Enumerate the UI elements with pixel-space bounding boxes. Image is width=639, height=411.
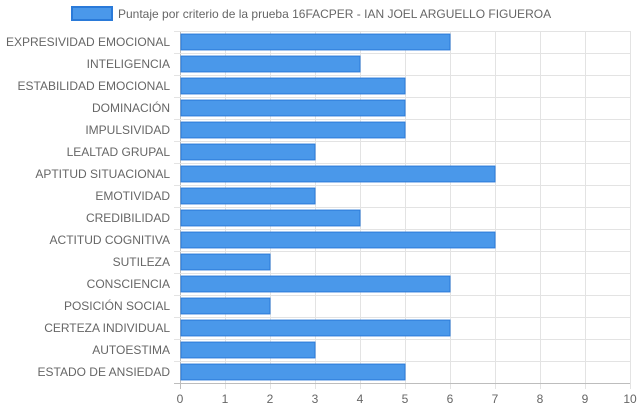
y-tick-label-8: CREDIBILIDAD — [86, 211, 170, 225]
y-tick-label-7: EMOTIVIDAD — [95, 189, 170, 203]
y-tick-label-15: ESTADO DE ANSIEDAD — [38, 365, 171, 379]
bar-7[interactable] — [180, 187, 316, 205]
bar-2[interactable] — [180, 77, 406, 95]
bar-14[interactable] — [180, 341, 316, 359]
bar-0[interactable] — [180, 33, 451, 51]
x-tick-label-7: 7 — [492, 392, 499, 406]
x-axis-labels: 0 1 2 3 4 5 6 7 8 9 10 — [177, 392, 637, 406]
legend[interactable]: Puntaje por criterio de la prueba 16FACP… — [71, 6, 551, 21]
bar-11[interactable] — [180, 275, 451, 293]
y-tick-label-1: INTELIGENCIA — [87, 57, 170, 71]
bar-10[interactable] — [180, 253, 271, 271]
bar-5[interactable] — [180, 143, 316, 161]
bar-12[interactable] — [180, 297, 271, 315]
x-tick-label-9: 9 — [582, 392, 589, 406]
bar-4[interactable] — [180, 121, 406, 139]
x-tick-label-0: 0 — [177, 392, 184, 406]
x-tick-label-6: 6 — [447, 392, 454, 406]
x-tick-label-8: 8 — [537, 392, 544, 406]
y-tick-label-0: EXPRESIVIDAD EMOCIONAL — [6, 35, 170, 49]
x-tick-label-1: 1 — [222, 392, 229, 406]
y-tick-label-13: CERTEZA INDIVIDUAL — [44, 321, 170, 335]
y-tick-label-14: AUTOESTIMA — [92, 343, 170, 357]
y-tick-label-5: LEALTAD GRUPAL — [67, 145, 171, 159]
x-tick-label-5: 5 — [402, 392, 409, 406]
bar-3[interactable] — [180, 99, 406, 117]
bars — [180, 33, 496, 381]
y-tick-label-3: DOMINACIÓN — [92, 100, 170, 115]
bar-15[interactable] — [180, 363, 406, 381]
bar-6[interactable] — [180, 165, 496, 183]
y-tick-label-12: POSICIÓN SOCIAL — [64, 298, 170, 313]
y-axis-labels: EXPRESIVIDAD EMOCIONAL INTELIGENCIA ESTABI… — [6, 35, 170, 379]
y-tick-label-2: ESTABILIDAD EMOCIONAL — [18, 79, 171, 93]
x-tick-label-3: 3 — [312, 392, 319, 406]
y-tick-label-6: APTITUD SITUACIONAL — [35, 167, 170, 181]
bar-9[interactable] — [180, 231, 496, 249]
x-tick-label-10: 10 — [623, 392, 637, 406]
bar-1[interactable] — [180, 55, 361, 73]
y-tick-label-4: IMPULSIVIDAD — [85, 123, 170, 137]
x-tick-label-4: 4 — [357, 392, 364, 406]
legend-label[interactable]: Puntaje por criterio de la prueba 16FACP… — [118, 7, 551, 21]
y-tick-label-11: CONSCIENCIA — [87, 277, 170, 291]
y-tick-label-9: ACTITUD COGNITIVA — [50, 233, 170, 247]
legend-swatch[interactable] — [71, 6, 113, 21]
bar-13[interactable] — [180, 319, 451, 337]
bar-8[interactable] — [180, 209, 361, 227]
x-tick-label-2: 2 — [267, 392, 274, 406]
y-tick-label-10: SUTILEZA — [113, 255, 170, 269]
